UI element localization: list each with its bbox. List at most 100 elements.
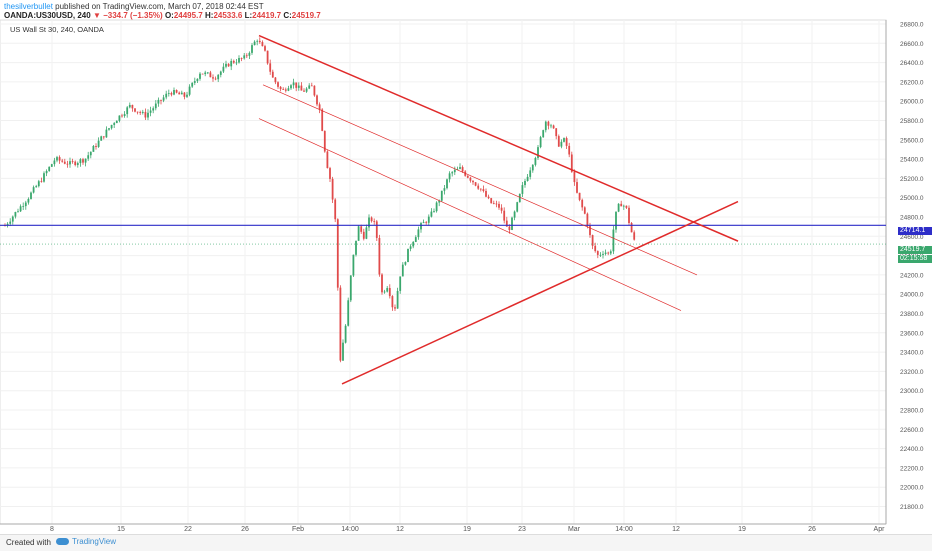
candle-down: [500, 207, 503, 211]
y-tick-label: 25600.0: [900, 137, 924, 144]
y-tick-label: 22800.0: [900, 408, 924, 415]
candle-down: [318, 104, 321, 110]
candle-up: [24, 202, 27, 207]
low-value: 24419.7: [252, 11, 282, 20]
candle-down: [102, 136, 105, 138]
candle-down: [375, 221, 378, 238]
x-tick-label: 12: [672, 526, 680, 533]
candle-down: [472, 180, 474, 183]
candle-down: [232, 60, 235, 63]
candle-up: [84, 158, 87, 163]
candle-down: [95, 145, 97, 147]
x-tick-label: Apr: [874, 526, 886, 533]
candle-down: [277, 82, 279, 87]
candle-up: [118, 115, 121, 121]
candle-down: [578, 192, 581, 200]
trendline-main: [341, 200, 739, 385]
candle-down: [212, 77, 214, 79]
candle-down: [596, 251, 599, 255]
y-tick-label: 26800.0: [900, 22, 924, 29]
candle-up: [128, 104, 131, 108]
candle-up: [456, 168, 459, 170]
candle-up: [526, 176, 529, 181]
candle-down: [594, 245, 597, 252]
candle-up: [206, 72, 209, 74]
candle-up: [186, 94, 188, 97]
candle-down: [310, 85, 313, 87]
candle-down: [63, 161, 66, 164]
candle-down: [381, 274, 383, 293]
candle-down: [240, 58, 243, 59]
candle-up: [251, 45, 253, 53]
candle-down: [373, 221, 376, 222]
candle-up: [550, 125, 552, 127]
cloud-icon: [56, 538, 69, 545]
candle-down: [565, 138, 568, 146]
candle-up: [521, 185, 524, 194]
candle-down: [300, 85, 303, 91]
candle-down: [323, 130, 326, 152]
candle-down: [303, 90, 305, 92]
low-label: L:: [244, 11, 253, 20]
candle-up: [147, 112, 149, 118]
candle-up: [162, 97, 165, 101]
candle-up: [349, 275, 352, 301]
candle-down: [633, 232, 636, 240]
candle-up: [79, 159, 82, 164]
candle-up: [191, 82, 194, 87]
author-link[interactable]: thesilverbullet: [4, 2, 53, 11]
y-tick-label: 26400.0: [900, 60, 924, 67]
candle-up: [199, 73, 201, 79]
high-label: H:: [204, 11, 214, 20]
candle-down: [279, 86, 282, 90]
candle-up: [11, 216, 14, 222]
x-tick-label: 15: [117, 526, 125, 533]
symbol-label: OANDA:US30USD, 240: [4, 11, 91, 20]
candle-up: [180, 92, 183, 95]
candle-up: [409, 246, 412, 249]
y-tick-label: 23600.0: [900, 330, 924, 337]
candle-up: [76, 163, 79, 166]
candle-up: [443, 188, 446, 191]
candle-up: [157, 99, 160, 104]
candlestick-chart[interactable]: 21800.0 22000.0 22200.0 22400.0 22600.0 22800…: [0, 0, 932, 534]
candle-up: [615, 211, 617, 230]
candle-down: [552, 125, 555, 129]
candle-up: [599, 254, 602, 256]
candle-up: [141, 111, 144, 113]
candle-down: [589, 225, 591, 236]
candle-up: [14, 211, 17, 217]
candle-up: [609, 251, 612, 254]
candle-up: [219, 71, 222, 75]
chart-grid: [0, 19, 887, 525]
candle-down: [183, 92, 186, 97]
candle-up: [414, 237, 417, 242]
candle-up: [89, 151, 92, 156]
candle-down: [362, 231, 365, 239]
candle-up: [230, 60, 233, 67]
y-tick-label: 23200.0: [900, 369, 924, 376]
candle-down: [295, 82, 298, 88]
candle-down: [271, 71, 274, 78]
candle-up: [308, 85, 311, 89]
candle-down: [547, 121, 550, 126]
candle-up: [97, 140, 100, 147]
x-tick-label: Mar: [568, 526, 581, 533]
candle-up: [430, 211, 433, 217]
candle-down: [170, 93, 173, 95]
y-tick-label: 21800.0: [900, 504, 924, 511]
candle-up: [100, 136, 103, 141]
candle-up: [45, 170, 48, 174]
candle-down: [209, 72, 212, 78]
candle-down: [505, 220, 508, 227]
x-tick-label: 8: [50, 526, 54, 533]
candle-up: [524, 180, 526, 186]
candle-up: [248, 52, 251, 56]
candle-up: [440, 190, 443, 201]
candle-up: [287, 88, 290, 91]
candle-down: [570, 154, 573, 172]
candle-up: [453, 169, 456, 173]
created-with-label: Created with: [6, 538, 51, 547]
tradingview-logo[interactable]: TradingView: [56, 537, 116, 546]
candle-down: [576, 182, 578, 193]
